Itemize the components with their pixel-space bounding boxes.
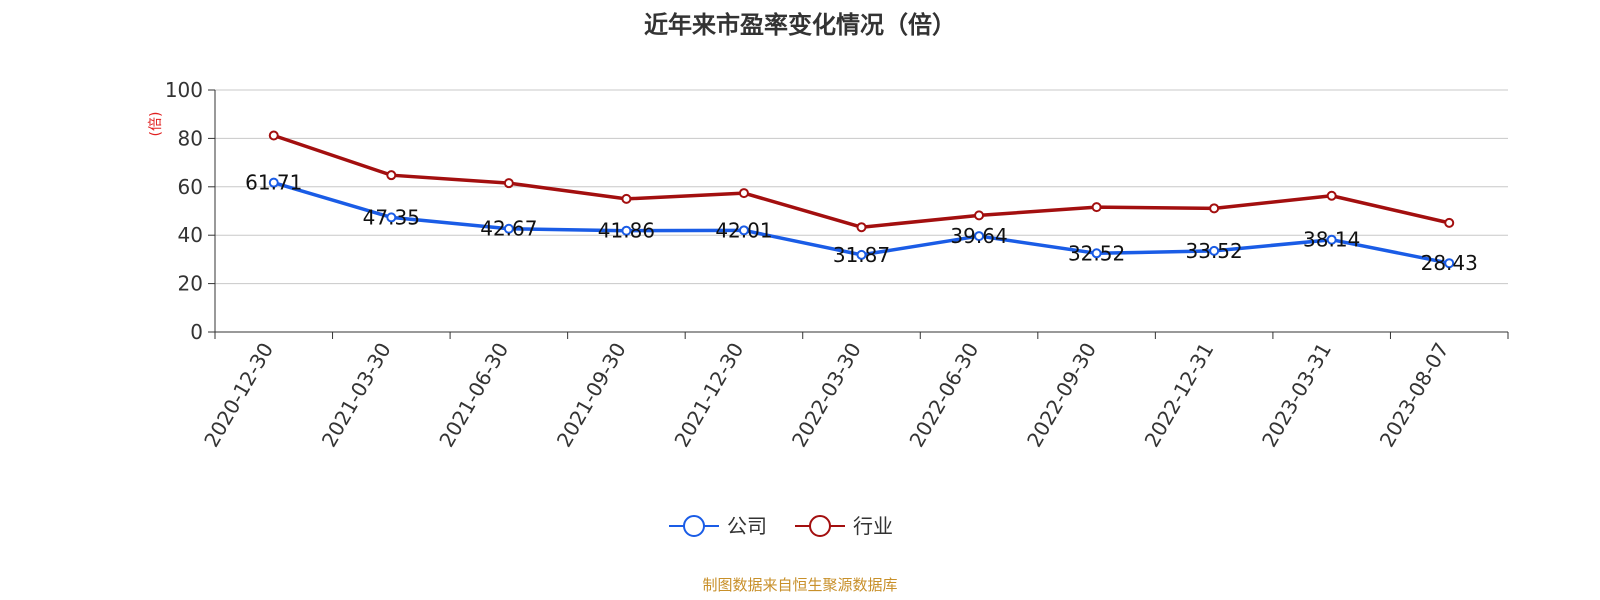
data-label: 39.64 (950, 224, 1007, 248)
data-point (1209, 203, 1220, 214)
x-tick-label: 2021-03-30 (317, 339, 396, 452)
data-point (1326, 234, 1337, 245)
data-label: 38.14 (1303, 228, 1360, 252)
x-tick-label: 2023-08-07 (1375, 339, 1454, 452)
data-label: 47.35 (363, 205, 420, 229)
data-point (386, 212, 397, 223)
data-label: 61.71 (245, 171, 302, 195)
data-label: 41.86 (598, 219, 655, 243)
data-point (1444, 217, 1455, 228)
x-tick-label: 2022-06-30 (904, 338, 983, 451)
data-point (738, 188, 749, 199)
data-point (503, 223, 514, 234)
data-point (974, 210, 985, 221)
data-point (856, 249, 867, 260)
series-line (273, 133, 1450, 229)
data-point (1209, 245, 1220, 256)
y-tick-label: 80 (178, 126, 203, 150)
y-axis-label: (倍) (148, 112, 164, 137)
y-axis-ticks: 0 20 40 60 80 100 (165, 78, 215, 344)
x-tick-label: 2021-06-30 (434, 339, 513, 452)
data-point (268, 177, 279, 188)
data-point (974, 231, 985, 242)
legend-item[interactable]: 行业 (795, 514, 893, 538)
data-label: 28.43 (1421, 251, 1478, 275)
y-tick-label: 0 (190, 320, 203, 344)
legend-marker (809, 515, 831, 537)
axes (214, 90, 1508, 333)
grid-lines (215, 89, 1508, 285)
x-axis-ticks: 2020-12-30 2021-03-30 2021-06-30 2021-09-30… (199, 332, 1509, 452)
data-point (503, 178, 514, 189)
data-point (621, 193, 632, 204)
y-tick-label: 100 (165, 78, 203, 102)
data-point (1091, 248, 1102, 259)
x-tick-label: 2020-12-30 (199, 339, 278, 452)
legend-marker (683, 515, 705, 537)
source-note: 制图数据来自恒生聚源数据库 (702, 576, 897, 594)
data-point (1326, 190, 1337, 201)
data-labels: 61.71 47.35 42.67 41.86 42.01 31.87 39.64 32.52… (245, 171, 1478, 276)
data-label: 42.67 (480, 217, 537, 241)
data-point (1091, 202, 1102, 213)
data-point (268, 130, 279, 141)
data-point (621, 225, 632, 236)
y-tick-label: 20 (178, 272, 203, 296)
data-point (856, 222, 867, 233)
legend-item[interactable]: 公司 (669, 514, 767, 538)
legend: 公司 行业 (669, 514, 893, 538)
x-tick-label: 2022-03-30 (787, 339, 866, 452)
x-tick-label: 2022-09-30 (1022, 339, 1101, 452)
data-point (1444, 258, 1455, 269)
data-label: 42.01 (715, 218, 772, 242)
y-tick-label: 60 (178, 175, 203, 199)
legend-label: 公司 (727, 514, 767, 538)
data-label: 32.52 (1068, 241, 1125, 265)
x-tick-label: 2022-12-31 (1140, 339, 1219, 452)
data-label: 31.87 (833, 243, 890, 267)
legend-label: 行业 (853, 514, 893, 538)
x-tick-label: 2023-03-31 (1257, 339, 1336, 452)
data-point (386, 170, 397, 181)
data-label: 33.52 (1186, 239, 1243, 263)
x-tick-label: 2021-12-30 (669, 339, 748, 452)
series-group (268, 130, 1455, 269)
x-tick-label: 2021-09-30 (552, 339, 631, 452)
data-point (738, 225, 749, 236)
chart-title: 近年来市盈率变化情况（倍） (644, 11, 956, 39)
y-tick-label: 40 (178, 223, 203, 247)
